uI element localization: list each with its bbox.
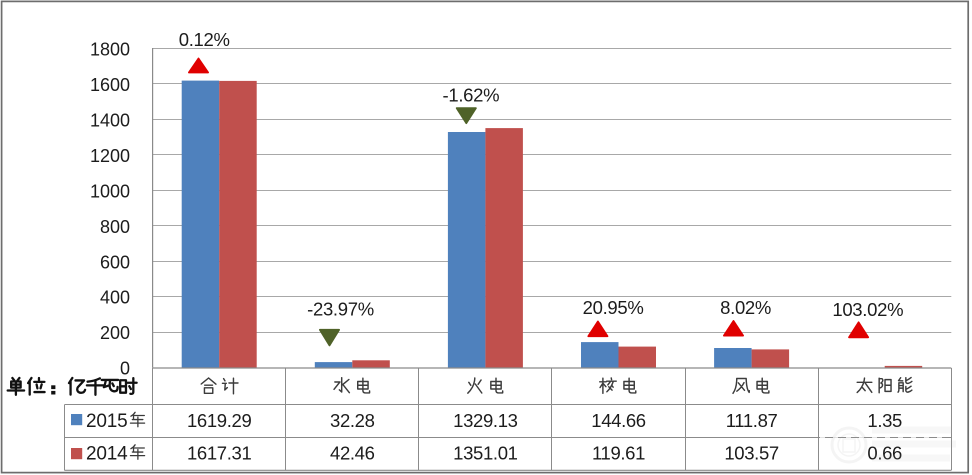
svg-text:1800: 1800 <box>90 39 130 59</box>
svg-text:42.46: 42.46 <box>330 443 375 464</box>
svg-text:1.35: 1.35 <box>867 410 902 431</box>
svg-text:1617.31: 1617.31 <box>187 443 251 464</box>
svg-text:111.87: 111.87 <box>726 410 778 431</box>
svg-text:600: 600 <box>100 252 130 272</box>
svg-text:0.66: 0.66 <box>867 443 902 464</box>
svg-text:32.28: 32.28 <box>330 410 375 431</box>
svg-text:400: 400 <box>100 288 130 308</box>
svg-text:103.02%: 103.02% <box>832 299 903 320</box>
svg-text:200: 200 <box>100 323 130 343</box>
svg-text:1600: 1600 <box>90 75 130 95</box>
svg-text:-23.97%: -23.97% <box>307 299 374 320</box>
svg-text:0.12%: 0.12% <box>179 29 230 50</box>
svg-text:103.57: 103.57 <box>724 443 779 464</box>
svg-text:1351.01: 1351.01 <box>453 443 517 464</box>
svg-text:20.95%: 20.95% <box>583 297 644 318</box>
svg-text:144.66: 144.66 <box>591 410 646 431</box>
svg-text:1000: 1000 <box>90 181 130 201</box>
svg-text:1619.29: 1619.29 <box>187 410 251 431</box>
svg-text:2015: 2015 <box>86 411 127 432</box>
svg-text:1400: 1400 <box>90 110 130 130</box>
svg-text:0: 0 <box>120 359 130 379</box>
svg-text:8.02%: 8.02% <box>720 297 771 318</box>
svg-text:1329.13: 1329.13 <box>453 410 517 431</box>
svg-text:2014: 2014 <box>86 444 128 465</box>
svg-text:1200: 1200 <box>90 146 130 166</box>
svg-text:800: 800 <box>100 217 130 237</box>
svg-text:-1.62%: -1.62% <box>442 84 499 105</box>
svg-text:119.61: 119.61 <box>592 443 645 464</box>
